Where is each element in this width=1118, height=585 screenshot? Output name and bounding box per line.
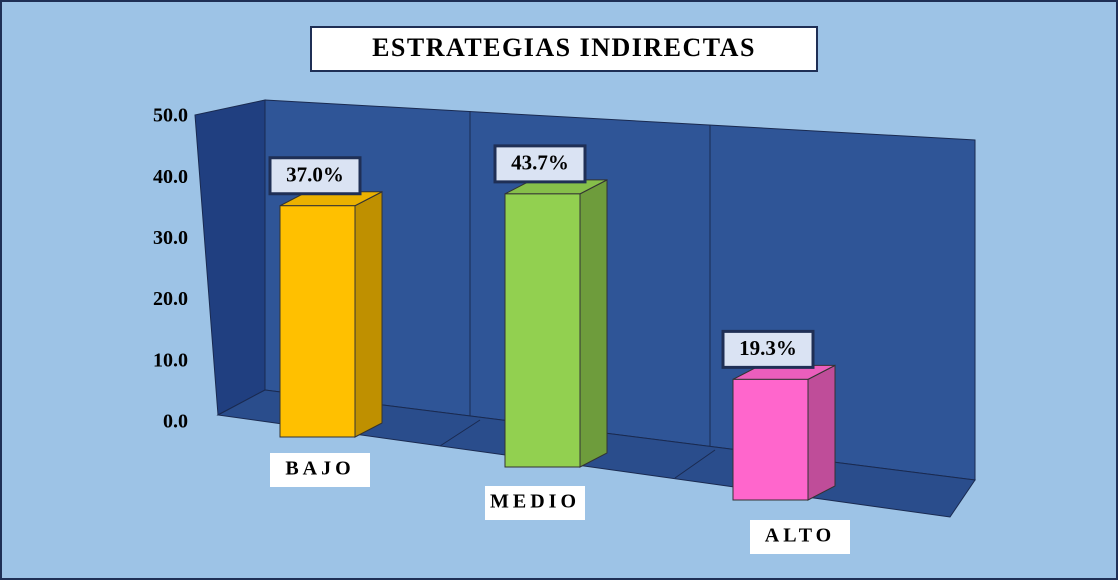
x-tick-label: BAJO <box>285 458 354 480</box>
chart-title: ESTRATEGIAS INDIRECTAS <box>372 33 756 62</box>
bar-side <box>807 364 836 501</box>
category-label-box <box>485 486 585 520</box>
value-label: 19.3% <box>739 336 797 360</box>
category-label-box <box>750 520 850 554</box>
y-tick-label: 10.0 <box>153 349 188 371</box>
x-tick-label: MEDIO <box>490 491 580 513</box>
y-tick-label: 40.0 <box>153 166 188 188</box>
floor-divider <box>674 449 716 479</box>
bar-side <box>354 190 383 438</box>
x-tick-label: ALTO <box>765 525 835 547</box>
y-tick-label: 30.0 <box>153 227 188 249</box>
bar <box>504 193 581 468</box>
value-label: 37.0% <box>286 163 344 187</box>
y-tick-label: 0.0 <box>163 411 188 433</box>
bar-side <box>579 179 608 468</box>
value-label-box <box>721 329 815 369</box>
value-label-box <box>493 144 587 184</box>
floor-divider <box>439 419 481 447</box>
value-label: 43.7% <box>511 151 569 175</box>
bar <box>732 378 809 501</box>
bar <box>279 205 356 438</box>
y-tick-label: 20.0 <box>153 288 188 310</box>
category-label-box <box>270 453 370 487</box>
title-box <box>310 26 818 72</box>
value-label-box <box>268 156 362 196</box>
y-tick-label: 50.0 <box>153 105 188 127</box>
